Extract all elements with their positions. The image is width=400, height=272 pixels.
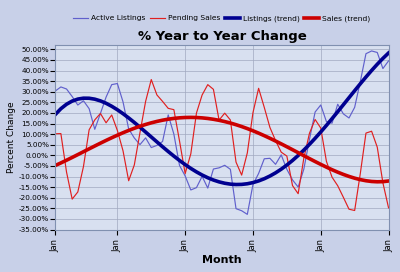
Active Listings (268, 157, 272, 160)
Pending Sales (268, 126, 272, 129)
Pending Sales (352, 209, 357, 212)
Sales (trend) (160, 119, 165, 122)
Title: % Year to Year Change: % Year to Year Change (138, 30, 306, 42)
Pending Sales (386, 206, 391, 209)
Active Listings (369, 49, 374, 52)
X-axis label: Month: Month (202, 255, 242, 265)
Active Listings (245, 213, 250, 216)
Active Listings (53, 89, 58, 93)
Sales (trend) (386, 179, 391, 183)
Active Listings (109, 83, 114, 86)
Sales (trend) (53, 164, 58, 167)
Sales (trend) (268, 137, 272, 140)
Active Listings (138, 143, 142, 146)
Pending Sales (149, 78, 154, 81)
Sales (trend) (375, 180, 380, 183)
Listings (trend) (53, 113, 58, 116)
Pending Sales (138, 131, 142, 134)
Line: Active Listings: Active Listings (55, 51, 388, 214)
Sales (trend) (188, 116, 193, 119)
Active Listings (166, 113, 171, 116)
Sales (trend) (138, 125, 142, 128)
Pending Sales (109, 113, 114, 117)
Pending Sales (172, 108, 176, 111)
Legend: Active Listings, Pending Sales, Listings (trend), Sales (trend): Active Listings, Pending Sales, Listings… (70, 12, 374, 25)
Listings (trend) (160, 145, 165, 149)
Listings (trend) (138, 126, 142, 129)
Pending Sales (53, 132, 58, 135)
Active Listings (149, 146, 154, 149)
Pending Sales (154, 93, 159, 97)
Listings (trend) (149, 135, 154, 139)
Sales (trend) (109, 136, 114, 139)
Listings (trend) (386, 51, 391, 55)
Sales (trend) (166, 118, 171, 121)
Pending Sales (166, 107, 171, 110)
Listings (trend) (234, 183, 238, 186)
Line: Listings (trend): Listings (trend) (55, 53, 388, 184)
Sales (trend) (149, 121, 154, 125)
Active Listings (386, 59, 391, 63)
Listings (trend) (166, 150, 171, 153)
Line: Sales (trend): Sales (trend) (55, 118, 388, 182)
Listings (trend) (109, 105, 114, 108)
Y-axis label: Percent Change: Percent Change (7, 101, 16, 173)
Line: Pending Sales: Pending Sales (55, 79, 388, 211)
Active Listings (160, 140, 165, 143)
Listings (trend) (268, 174, 272, 178)
